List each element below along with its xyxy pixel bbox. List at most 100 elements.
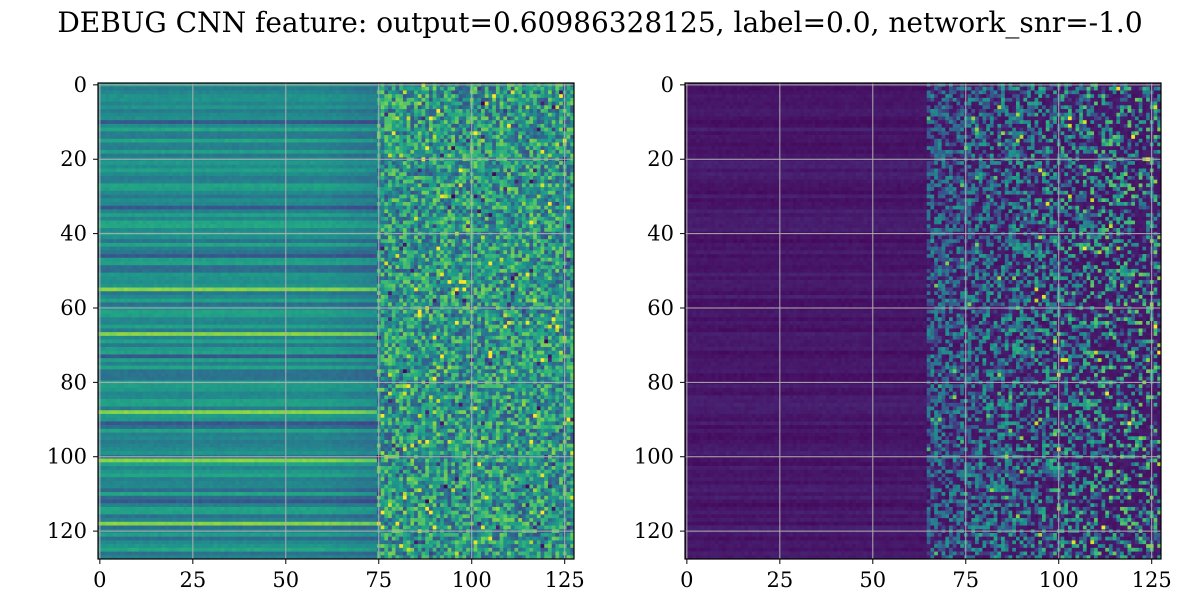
- heatmap-cell: [321, 87, 325, 91]
- heatmap-cell: [567, 195, 571, 199]
- heatmap-cell: [455, 221, 459, 225]
- heatmap-cell: [392, 183, 396, 187]
- heatmap-cell: [317, 195, 321, 199]
- heatmap-cell: [392, 154, 396, 158]
- heatmap-cell: [314, 87, 318, 91]
- heatmap-cell: [295, 183, 299, 187]
- heatmap-cell: [451, 102, 455, 106]
- heatmap-cell: [321, 113, 325, 117]
- heatmap-cell: [559, 187, 563, 191]
- heatmap-cell: [511, 187, 515, 191]
- heatmap-cell: [355, 206, 359, 210]
- heatmap-cell: [522, 98, 526, 102]
- heatmap-cell: [533, 202, 537, 206]
- heatmap-cell: [161, 94, 165, 98]
- heatmap-cell: [366, 90, 370, 94]
- heatmap-cell: [466, 183, 470, 187]
- heatmap-cell: [429, 183, 433, 187]
- heatmap-cell: [492, 143, 496, 147]
- heatmap-cell: [533, 172, 537, 176]
- heatmap-cell: [410, 87, 414, 91]
- heatmap-cell: [161, 90, 165, 94]
- heatmap-cell: [422, 146, 426, 150]
- heatmap-cell: [425, 206, 429, 210]
- heatmap-cell: [306, 213, 310, 217]
- heatmap-cell: [429, 180, 433, 184]
- heatmap-cell: [295, 143, 299, 147]
- heatmap-cell: [109, 150, 113, 154]
- heatmap-cell: [366, 206, 370, 210]
- heatmap-cell: [384, 150, 388, 154]
- heatmap-cell: [158, 146, 162, 150]
- heatmap-cell: [150, 113, 154, 117]
- heatmap-cell: [444, 102, 448, 106]
- heatmap-cell: [310, 187, 314, 191]
- heatmap-cell: [466, 139, 470, 143]
- heatmap-cell: [213, 165, 217, 169]
- heatmap-cell: [418, 191, 422, 195]
- heatmap-cell: [169, 217, 173, 221]
- heatmap-cell: [139, 195, 143, 199]
- heatmap-cell: [213, 87, 217, 91]
- heatmap-cell: [492, 224, 496, 228]
- heatmap-cell: [303, 116, 307, 120]
- heatmap-cell: [399, 94, 403, 98]
- heatmap-cell: [422, 191, 426, 195]
- heatmap-cell: [258, 195, 262, 199]
- heatmap-cell: [146, 116, 150, 120]
- heatmap-cell: [422, 120, 426, 124]
- heatmap-cell: [299, 187, 303, 191]
- heatmap-cell: [262, 102, 266, 106]
- heatmap-cell: [567, 161, 571, 165]
- heatmap-cell: [176, 209, 180, 213]
- heatmap-cell: [169, 191, 173, 195]
- heatmap-cell: [388, 187, 392, 191]
- heatmap-cell: [340, 94, 344, 98]
- heatmap-cell: [418, 131, 422, 135]
- heatmap-cell: [347, 221, 351, 225]
- heatmap-cell: [232, 102, 236, 106]
- heatmap-cell: [169, 135, 173, 139]
- heatmap-cell: [135, 217, 139, 221]
- heatmap-cell: [273, 120, 277, 124]
- heatmap-cell: [109, 180, 113, 184]
- heatmap-cell: [343, 120, 347, 124]
- heatmap-cell: [228, 202, 232, 206]
- heatmap-cell: [109, 209, 113, 213]
- heatmap-cell: [503, 180, 507, 184]
- heatmap-cell: [180, 131, 184, 135]
- heatmap-cell: [410, 113, 414, 117]
- heatmap-cell: [280, 217, 284, 221]
- heatmap-cell: [254, 135, 258, 139]
- heatmap-cell: [158, 221, 162, 225]
- heatmap-cell: [522, 187, 526, 191]
- heatmap-cell: [150, 109, 154, 113]
- heatmap-cell: [355, 183, 359, 187]
- heatmap-cell: [511, 143, 515, 147]
- heatmap-cell: [347, 169, 351, 173]
- heatmap-cell: [362, 195, 366, 199]
- heatmap-cell: [448, 128, 452, 132]
- heatmap-cell: [507, 143, 511, 147]
- heatmap-cell: [187, 131, 191, 135]
- heatmap-cell: [485, 143, 489, 147]
- heatmap-cell: [329, 94, 333, 98]
- heatmap-cell: [329, 191, 333, 195]
- heatmap-cell: [503, 150, 507, 154]
- heatmap-cell: [310, 206, 314, 210]
- heatmap-cell: [236, 213, 240, 217]
- heatmap-cell: [507, 116, 511, 120]
- heatmap-cell: [161, 120, 165, 124]
- heatmap-cell: [555, 195, 559, 199]
- heatmap-cell: [526, 154, 530, 158]
- heatmap-cell: [522, 213, 526, 217]
- heatmap-cell: [239, 128, 243, 132]
- heatmap-cell: [236, 135, 240, 139]
- heatmap-cell: [462, 183, 466, 187]
- heatmap-cell: [418, 165, 422, 169]
- heatmap-cell: [277, 213, 281, 217]
- heatmap-cell: [243, 150, 247, 154]
- heatmap-cell: [526, 165, 530, 169]
- heatmap-cell: [343, 169, 347, 173]
- heatmap-cell: [422, 98, 426, 102]
